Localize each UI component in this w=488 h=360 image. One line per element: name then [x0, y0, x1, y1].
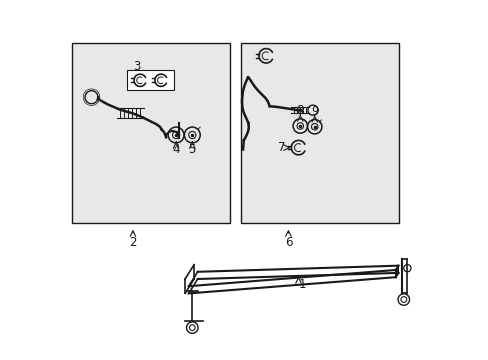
Text: 6: 6	[284, 237, 291, 249]
Text: 4: 4	[172, 143, 180, 156]
Text: 7: 7	[278, 141, 285, 154]
Text: 2: 2	[129, 237, 136, 249]
Text: 3: 3	[133, 60, 140, 73]
Text: 1: 1	[298, 278, 305, 291]
Bar	[127, 70, 174, 90]
Text: 8: 8	[296, 104, 304, 117]
Text: 5: 5	[188, 143, 196, 156]
Bar	[72, 43, 230, 223]
Text: 9: 9	[310, 105, 318, 118]
Bar	[241, 43, 399, 223]
